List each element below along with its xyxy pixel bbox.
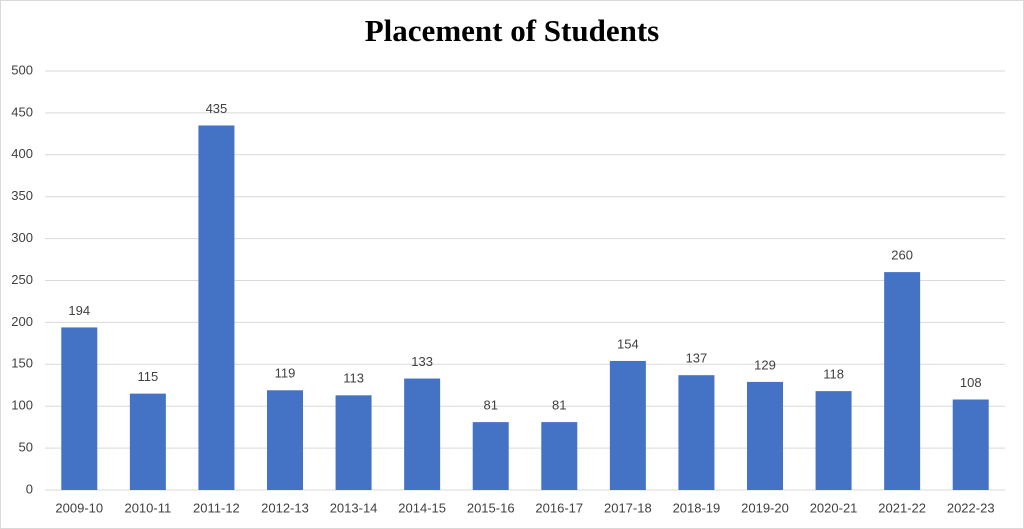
y-tick-label: 400 [11, 146, 33, 161]
x-tick-label: 2021-22 [878, 500, 926, 515]
y-tick-label: 350 [11, 188, 33, 203]
data-label: 133 [411, 354, 433, 369]
y-tick-label: 450 [11, 104, 33, 119]
bar [198, 125, 235, 490]
data-label: 129 [754, 357, 776, 372]
data-label: 118 [823, 367, 844, 382]
data-label: 113 [343, 371, 364, 386]
y-tick-label: 500 [11, 62, 33, 77]
bar [335, 395, 372, 490]
data-label: 194 [68, 303, 90, 318]
y-tick-label: 250 [11, 272, 33, 287]
bar [61, 327, 98, 490]
x-tick-label: 2017-18 [604, 500, 652, 515]
bar [952, 399, 989, 490]
x-tick-label: 2016-17 [535, 500, 583, 515]
bar [129, 393, 166, 490]
bar [404, 378, 441, 490]
data-label: 137 [686, 351, 708, 366]
x-tick-label: 2013-14 [330, 500, 378, 515]
x-tick-label: 2014-15 [398, 500, 446, 515]
data-label: 154 [617, 336, 639, 351]
bar [609, 360, 646, 490]
chart-title: Placement of Students [365, 13, 659, 48]
bar [472, 422, 509, 490]
data-label: 115 [137, 369, 158, 384]
x-tick-label: 2009-10 [55, 500, 103, 515]
y-tick-label: 300 [11, 230, 33, 245]
data-label: 260 [891, 248, 913, 263]
y-tick-label: 0 [26, 481, 33, 496]
x-tick-label: 2012-13 [261, 500, 309, 515]
data-label: 435 [206, 101, 228, 116]
x-tick-label: 2019-20 [741, 500, 789, 515]
bar [815, 391, 852, 490]
data-label: 119 [275, 366, 296, 381]
bar [747, 381, 783, 490]
x-tick-label: 2018-19 [673, 500, 721, 515]
y-tick-label: 100 [11, 398, 33, 413]
x-tick-label: 2011-12 [193, 500, 240, 515]
bar [884, 272, 921, 490]
data-label: 81 [552, 398, 566, 413]
x-tick-label: 2010-11 [124, 500, 171, 515]
x-tick-label: 2015-16 [467, 500, 515, 515]
data-label: 108 [960, 375, 982, 390]
bar [541, 422, 578, 490]
x-tick-label: 2022-23 [947, 500, 995, 515]
data-label: 81 [483, 398, 497, 413]
y-tick-label: 200 [11, 314, 33, 329]
bar [678, 375, 715, 490]
y-tick-label: 150 [11, 356, 33, 371]
x-tick-label: 2020-21 [810, 500, 858, 515]
bar [267, 390, 303, 490]
y-tick-label: 50 [19, 440, 33, 455]
